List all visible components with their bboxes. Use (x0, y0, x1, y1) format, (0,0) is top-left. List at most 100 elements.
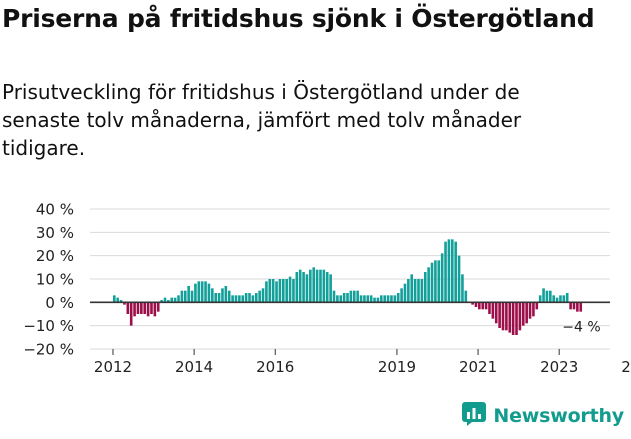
bar (295, 272, 299, 303)
bar (265, 281, 268, 303)
bar (319, 269, 322, 303)
bar (562, 295, 566, 303)
bar (339, 295, 343, 303)
bar (376, 297, 380, 303)
bar (133, 302, 136, 317)
newsworthy-logo: Newsworthy (461, 401, 624, 431)
bar (329, 274, 332, 303)
bar (511, 302, 515, 335)
bar (288, 276, 292, 303)
bar-layer (113, 239, 583, 335)
bar (451, 239, 454, 303)
bar (119, 300, 123, 303)
bar (183, 290, 187, 303)
bar (386, 295, 390, 303)
bar (292, 279, 295, 303)
bar (275, 281, 278, 303)
bar (248, 293, 251, 303)
bar (214, 293, 217, 303)
bar (565, 293, 569, 303)
bar (332, 290, 336, 303)
bar (224, 286, 228, 303)
bar (271, 279, 275, 303)
bar (413, 279, 417, 303)
bar-chart-logo-icon (461, 401, 487, 431)
bar (116, 297, 119, 303)
bar (336, 295, 339, 303)
bar (373, 297, 376, 303)
bar (187, 286, 190, 303)
bar (545, 290, 549, 303)
bar (430, 262, 434, 303)
bar (238, 295, 241, 303)
bar (403, 283, 407, 303)
bar (342, 293, 346, 303)
bar (204, 281, 207, 303)
bar (390, 295, 393, 303)
bar (521, 302, 525, 326)
bar (113, 295, 116, 303)
bar (278, 279, 282, 303)
y-tick-label: 0 % (45, 294, 74, 312)
bar (315, 269, 319, 303)
bar (396, 293, 400, 303)
bar (559, 295, 562, 303)
bar (221, 288, 224, 303)
bar (153, 302, 157, 317)
bar (258, 290, 261, 303)
bar (298, 269, 302, 303)
bar (231, 295, 234, 303)
bar (126, 302, 130, 314)
bar (383, 295, 386, 303)
bar (312, 267, 316, 303)
bar (309, 269, 312, 303)
bar (569, 302, 572, 310)
bar (380, 295, 383, 303)
bar (163, 297, 167, 303)
bar (515, 302, 518, 335)
bar (572, 302, 576, 310)
bar (420, 279, 424, 303)
bar (349, 290, 353, 303)
axis-layer: −20 % −10 % 0 % 10 % 20 % 30 % 40 % 2012 2014 201… (23, 201, 631, 377)
bar (254, 293, 258, 303)
bar (552, 295, 555, 303)
bar (498, 302, 501, 328)
chart-subtitle: Prisutveckling för fritidshus i Östergöt… (2, 80, 522, 160)
bar (325, 272, 329, 303)
bar (190, 290, 194, 303)
bar (444, 241, 447, 303)
bar (366, 295, 370, 303)
bar (197, 281, 201, 303)
bar (129, 302, 133, 326)
bar (461, 274, 464, 303)
bar (305, 274, 309, 303)
bar (123, 302, 126, 305)
bar (505, 302, 508, 331)
x-tick-label: 2025 (621, 358, 631, 376)
bar (454, 241, 457, 303)
x-tick-label: 2021 (459, 358, 497, 376)
bar (417, 279, 420, 303)
last-value-label: −4 % (562, 320, 600, 336)
bar (346, 293, 349, 303)
bar (532, 302, 535, 317)
bar (410, 274, 414, 303)
bar (200, 281, 204, 303)
x-tick-label: 2016 (256, 358, 294, 376)
bar (140, 302, 143, 314)
bar (359, 295, 363, 303)
bar (363, 295, 366, 303)
bar (393, 295, 397, 303)
bar (400, 288, 403, 303)
bar (146, 302, 150, 317)
bar (535, 302, 539, 310)
bar (261, 288, 265, 303)
bar (525, 302, 528, 324)
bar (437, 260, 441, 303)
bar (241, 295, 245, 303)
bar (528, 302, 532, 319)
bar (501, 302, 505, 331)
bar (518, 302, 522, 331)
bar (285, 279, 288, 303)
